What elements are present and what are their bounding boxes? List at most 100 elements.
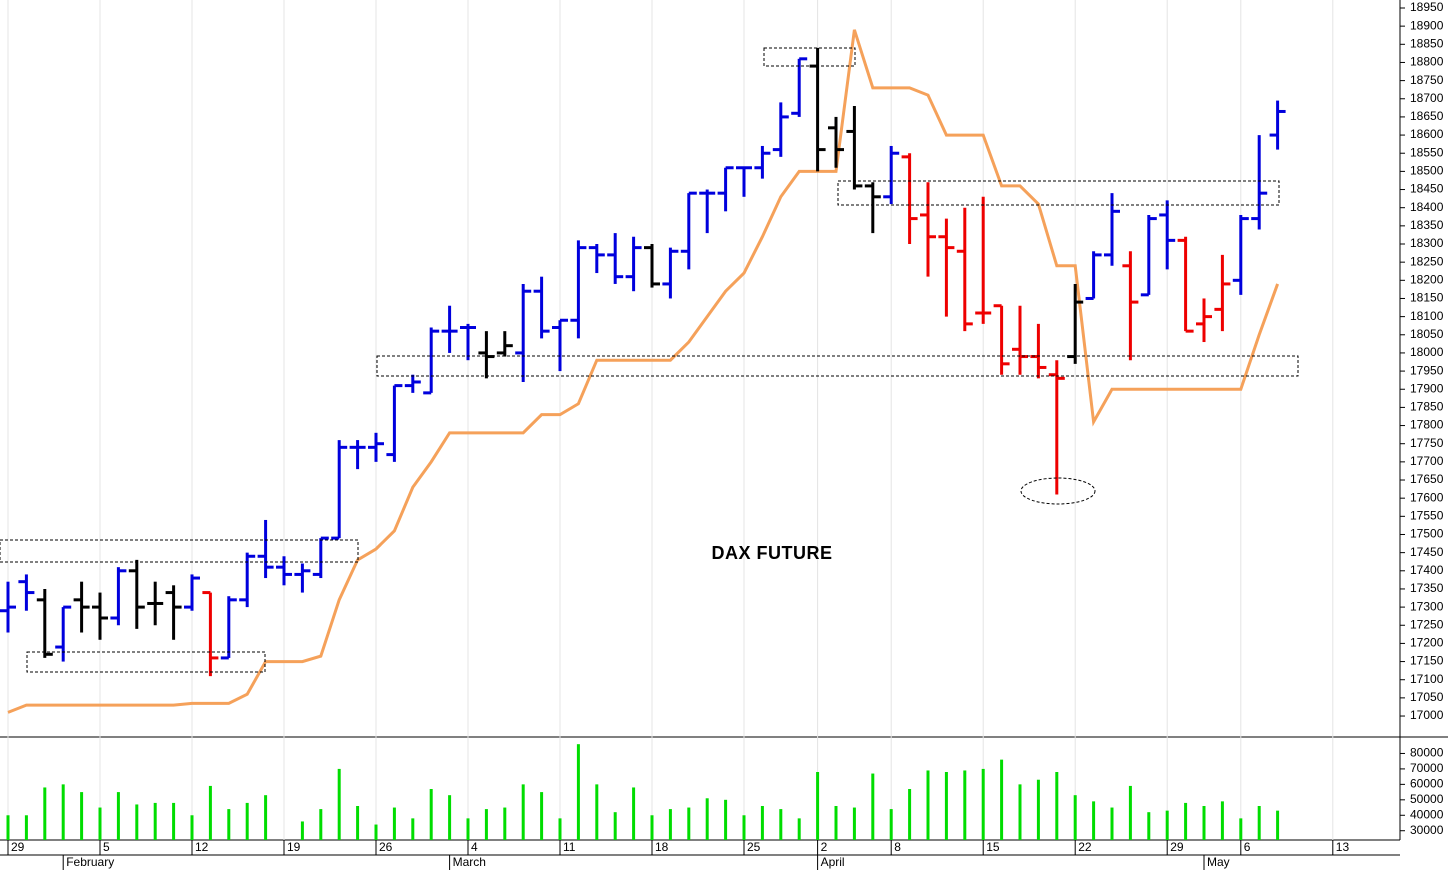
volume-bar xyxy=(1110,807,1114,840)
x-tick-label: 25 xyxy=(747,840,761,854)
month-label: May xyxy=(1207,855,1230,869)
y-tick-label: 17650 xyxy=(1410,472,1444,486)
x-tick-label: 26 xyxy=(379,840,393,854)
y-tick-label: 17400 xyxy=(1410,563,1444,577)
volume-bar xyxy=(576,744,580,840)
volume-bar xyxy=(1018,784,1022,840)
volume-bar xyxy=(926,770,930,840)
annotation-box xyxy=(837,180,1280,206)
x-tick-label: 11 xyxy=(563,840,576,854)
volume-bar xyxy=(944,772,948,840)
volume-bar xyxy=(374,824,378,840)
y-tick-label: 40000 xyxy=(1410,807,1444,821)
volume-bar xyxy=(153,802,157,840)
volume-bar xyxy=(429,789,433,840)
volume-bar xyxy=(521,784,525,840)
annotation-box xyxy=(26,651,266,673)
volume-bar xyxy=(834,806,838,840)
y-tick-label: 18000 xyxy=(1410,345,1444,359)
x-tick-label: 13 xyxy=(1336,840,1350,854)
volume-bar xyxy=(852,807,856,840)
x-tick-label: 15 xyxy=(986,840,1000,854)
y-tick-label: 18150 xyxy=(1410,291,1444,305)
x-tick-label: 5 xyxy=(103,840,110,854)
month-label: February xyxy=(66,855,114,869)
volume-bar xyxy=(1147,812,1151,840)
volume-bar xyxy=(6,815,10,840)
volume-bar xyxy=(1220,801,1224,840)
y-tick-label: 17500 xyxy=(1410,527,1444,541)
y-tick-label: 17850 xyxy=(1410,400,1444,414)
x-tick-label: 22 xyxy=(1078,840,1092,854)
x-tick-label: 8 xyxy=(894,840,901,854)
y-tick-label: 18750 xyxy=(1410,73,1444,87)
volume-bar xyxy=(264,795,268,840)
y-tick-label: 17800 xyxy=(1410,418,1444,432)
volume-bar xyxy=(392,807,396,840)
annotation-box xyxy=(763,47,856,67)
volume-bar xyxy=(705,798,709,840)
y-tick-label: 18800 xyxy=(1410,55,1444,69)
y-tick-label: 17250 xyxy=(1410,617,1444,631)
volume-bar xyxy=(724,799,728,840)
volume-bar xyxy=(135,804,139,840)
y-tick-label: 18450 xyxy=(1410,182,1444,196)
y-tick-label: 60000 xyxy=(1410,777,1444,791)
month-label: March xyxy=(453,855,486,869)
volume-bar xyxy=(484,809,488,840)
y-tick-label: 17600 xyxy=(1410,490,1444,504)
y-tick-label: 18350 xyxy=(1410,218,1444,232)
volume-bar xyxy=(1128,785,1132,840)
y-tick-label: 18200 xyxy=(1410,272,1444,286)
y-tick-label: 17350 xyxy=(1410,581,1444,595)
y-tick-label: 80000 xyxy=(1410,746,1444,760)
volume-bar xyxy=(1073,795,1077,840)
volume-bar xyxy=(503,807,507,840)
volume-bar xyxy=(650,815,654,840)
y-tick-label: 18500 xyxy=(1410,164,1444,178)
volume-bar xyxy=(337,768,341,840)
volume-bar xyxy=(1257,806,1261,840)
x-tick-label: 19 xyxy=(287,840,301,854)
x-tick-label: 29 xyxy=(11,840,25,854)
y-tick-label: 18550 xyxy=(1410,145,1444,159)
y-tick-label: 18700 xyxy=(1410,91,1444,105)
volume-bar xyxy=(816,772,820,840)
volume-bar xyxy=(1202,806,1206,840)
y-tick-label: 30000 xyxy=(1410,823,1444,837)
volume-bar xyxy=(1092,801,1096,840)
y-tick-label: 18050 xyxy=(1410,327,1444,341)
volume-bar xyxy=(963,770,967,840)
volume-bar xyxy=(595,784,599,840)
volume-bar xyxy=(540,792,544,840)
volume-bar xyxy=(80,792,84,840)
volume-bar xyxy=(1000,759,1004,840)
volume-bar xyxy=(760,806,764,840)
y-tick-label: 18250 xyxy=(1410,254,1444,268)
annotation-box xyxy=(376,355,1299,377)
volume-bar xyxy=(466,818,470,840)
volume-bar xyxy=(1165,810,1169,840)
volume-bar xyxy=(687,807,691,840)
y-tick-label: 17050 xyxy=(1410,690,1444,704)
volume-bar xyxy=(797,818,801,840)
volume-bar xyxy=(613,812,617,840)
volume-bar xyxy=(871,773,875,840)
x-tick-label: 6 xyxy=(1244,840,1251,854)
volume-bar xyxy=(208,785,212,840)
y-tick-label: 17700 xyxy=(1410,454,1444,468)
volume-bar xyxy=(61,784,65,840)
volume-bar xyxy=(889,809,893,840)
volume-bar xyxy=(190,815,194,840)
y-tick-label: 17150 xyxy=(1410,654,1444,668)
y-tick-label: 17100 xyxy=(1410,672,1444,686)
y-tick-label: 18850 xyxy=(1410,36,1444,50)
y-tick-label: 18600 xyxy=(1410,127,1444,141)
volume-bar xyxy=(172,802,176,840)
y-tick-label: 17300 xyxy=(1410,599,1444,613)
volume-bar xyxy=(1036,779,1040,840)
x-tick-label: 29 xyxy=(1170,840,1184,854)
volume-bar xyxy=(98,807,102,840)
